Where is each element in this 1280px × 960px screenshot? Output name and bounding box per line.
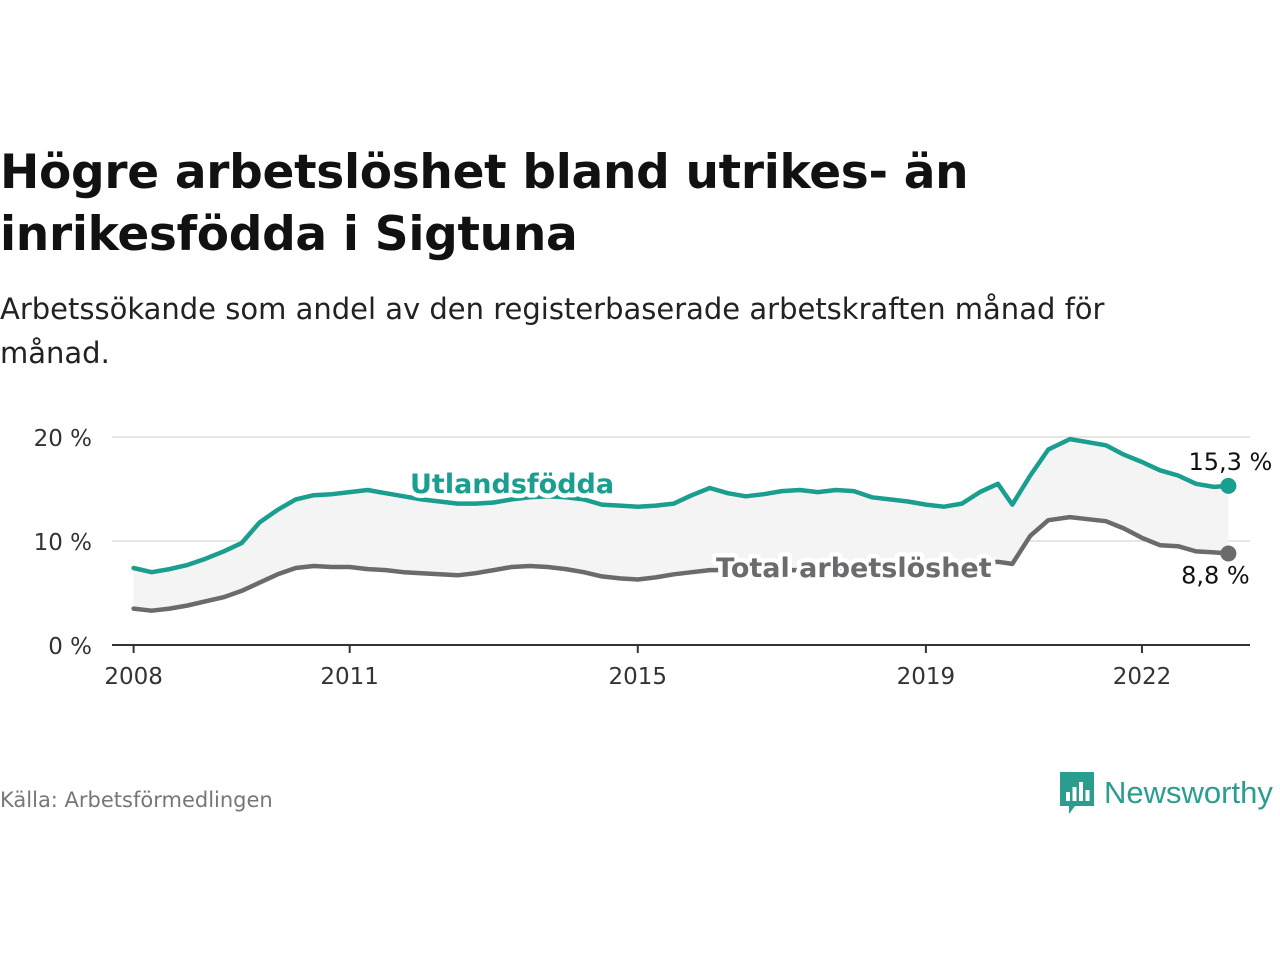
y-tick-label: 0 % [48, 634, 92, 660]
newsworthy-icon [1060, 772, 1094, 814]
brand-name: Newsworthy [1104, 775, 1273, 810]
chart-subtitle: Arbetssökande som andel av den registerb… [0, 292, 1105, 370]
x-tick-label: 2008 [104, 664, 163, 690]
utlandsfodda-end-label: 15,3 % [1188, 448, 1272, 476]
utlandsfodda-line [131, 436, 1231, 575]
source-note: Källa: Arbetsförmedlingen [0, 788, 273, 812]
utlandsfodda-label: Utlandsfödda [410, 469, 614, 500]
total-line [131, 514, 1231, 613]
y-tick-label: 10 % [34, 530, 92, 556]
x-tick-label: 2019 [897, 664, 956, 690]
series-lines [131, 436, 1237, 613]
y-tick-label: 20 % [34, 426, 92, 452]
utlandsfodda-end-point [1220, 477, 1237, 494]
x-tick-label: 2011 [320, 664, 379, 690]
brand-logo: Newsworthy [1058, 770, 1273, 816]
gap-band [133, 439, 1229, 611]
total-end-label: 8,8 % [1181, 561, 1250, 589]
chart-title: Högre arbetslöshet bland utrikes- än inr… [0, 145, 969, 262]
x-axis [112, 644, 1250, 653]
total-end-point [1220, 545, 1237, 562]
x-tick-label: 2015 [609, 664, 668, 690]
chart-labels: 0 % 10 % 20 % 2008 2011 2015 2019 2022 Utlandsfö… [34, 426, 1273, 690]
x-tick-label: 2022 [1113, 664, 1172, 690]
line-chart: 0 % 10 % 20 % 2008 2011 2015 2019 2022 Utlandsfö… [34, 426, 1273, 690]
total-label: Total arbetslöshet [716, 553, 992, 584]
